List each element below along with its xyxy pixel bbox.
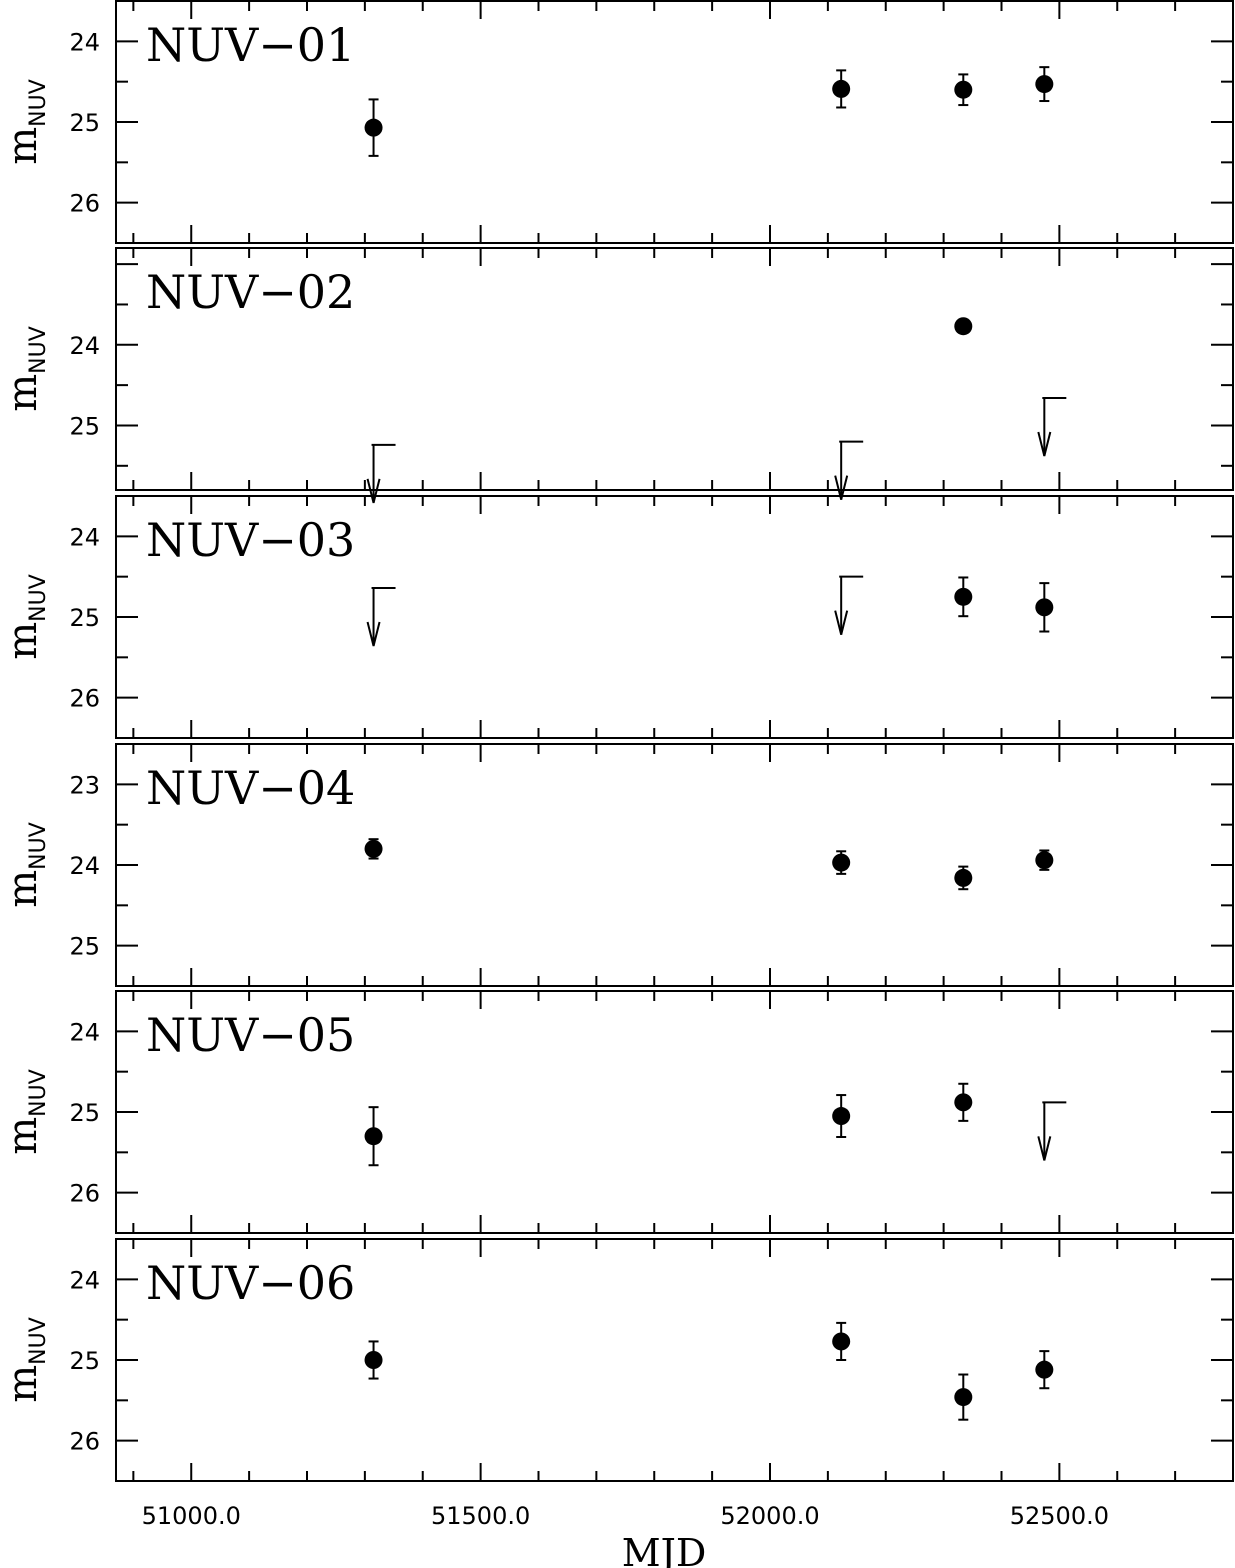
upper-limit bbox=[834, 575, 864, 635]
data-marker bbox=[364, 1351, 383, 1369]
x-axis: 51000.0 51500.0 52000.0 52500.0 bbox=[142, 1502, 1109, 1530]
upper-limit bbox=[1037, 397, 1067, 457]
data-marker bbox=[832, 1332, 851, 1351]
y-tick-label: 26 bbox=[69, 190, 100, 218]
data-marker bbox=[954, 587, 973, 606]
data-point bbox=[954, 576, 973, 618]
limit-arrow-head bbox=[1037, 431, 1052, 457]
data-marker bbox=[1035, 851, 1054, 870]
panel-label: NUV−06 bbox=[146, 1256, 355, 1310]
data-point bbox=[954, 865, 973, 891]
data-point bbox=[364, 838, 383, 860]
panel-label: NUV−05 bbox=[146, 1008, 355, 1062]
limit-arrow-head bbox=[834, 475, 849, 500]
data-point bbox=[364, 1106, 383, 1167]
data-marker bbox=[832, 853, 851, 872]
data-marker bbox=[1035, 598, 1054, 617]
data-point bbox=[1035, 582, 1054, 633]
data-marker bbox=[364, 839, 383, 858]
data-point bbox=[832, 1321, 851, 1361]
y-tick-label: 25 bbox=[69, 412, 100, 440]
panel-frame bbox=[115, 247, 1234, 491]
limit-arrow-head bbox=[366, 621, 381, 647]
panel-label: NUV−03 bbox=[146, 513, 355, 567]
y-tick-label: 25 bbox=[69, 604, 100, 632]
x-tick-label: 51500.0 bbox=[431, 1502, 530, 1530]
y-tick-label: 24 bbox=[69, 28, 100, 56]
data-point bbox=[954, 1082, 973, 1122]
y-axis-label: mNUV bbox=[0, 1069, 51, 1155]
y-axis-label: mNUV bbox=[0, 1317, 51, 1403]
data-point bbox=[1035, 849, 1054, 871]
data-marker bbox=[832, 1107, 851, 1126]
data-point bbox=[1035, 1350, 1054, 1390]
y-tick-label: 25 bbox=[69, 933, 100, 961]
data-point bbox=[954, 317, 973, 336]
upper-limit bbox=[1037, 1101, 1067, 1161]
y-tick-label: 24 bbox=[69, 332, 100, 360]
y-tick-label: 23 bbox=[69, 771, 100, 799]
y-tick-label: 24 bbox=[69, 1018, 100, 1046]
y-axis-label: mNUV bbox=[0, 79, 51, 165]
limit-arrow-head bbox=[366, 478, 381, 504]
data-marker bbox=[364, 1127, 383, 1146]
panel-4: 23 24 25 mNUV NUV−04 bbox=[0, 743, 1234, 987]
x-axis-label: MJD bbox=[622, 1531, 707, 1568]
y-tick-label: 24 bbox=[69, 1266, 100, 1294]
panel-2: 24 25 mNUV NUV−02 bbox=[0, 247, 1234, 504]
data-marker bbox=[954, 317, 973, 336]
data-marker bbox=[1035, 1360, 1054, 1379]
data-point bbox=[832, 1094, 851, 1139]
y-axis-label: mNUV bbox=[0, 574, 51, 660]
upper-limit bbox=[834, 440, 864, 500]
y-tick-label: 26 bbox=[69, 685, 100, 713]
data-marker bbox=[832, 79, 851, 98]
panel-1: 24 25 26 mNUV NUV−01 bbox=[0, 0, 1234, 244]
data-marker bbox=[364, 118, 383, 137]
data-point bbox=[954, 1373, 973, 1421]
data-marker bbox=[954, 80, 973, 99]
data-marker bbox=[1035, 75, 1054, 94]
panel-label: NUV−02 bbox=[146, 265, 355, 319]
upper-limit bbox=[366, 443, 396, 504]
y-tick-label: 25 bbox=[69, 1099, 100, 1127]
upper-limit bbox=[366, 586, 396, 647]
data-point bbox=[832, 850, 851, 875]
data-point bbox=[364, 98, 383, 157]
y-tick-label: 25 bbox=[69, 109, 100, 137]
data-marker bbox=[954, 1388, 973, 1407]
data-point bbox=[364, 1340, 383, 1380]
data-point bbox=[954, 73, 973, 107]
y-axis-label: mNUV bbox=[0, 822, 51, 908]
limit-arrow-head bbox=[834, 610, 849, 635]
panel-5: 24 25 26 mNUV NUV−05 bbox=[0, 990, 1234, 1234]
panels: 24 25 26 mNUV NUV−01 24 25 mNUV NUV−02 24 25 26 mNUV… bbox=[0, 0, 1234, 1482]
y-tick-label: 26 bbox=[69, 1180, 100, 1208]
panel-6: 24 25 26 mNUV NUV−06 bbox=[0, 1238, 1234, 1482]
panel-label: NUV−04 bbox=[146, 761, 355, 815]
data-marker bbox=[954, 868, 973, 887]
y-tick-label: 24 bbox=[69, 523, 100, 551]
y-axis-label: mNUV bbox=[0, 326, 51, 412]
data-point bbox=[832, 69, 851, 109]
limit-arrow-head bbox=[1037, 1136, 1052, 1161]
x-tick-label: 51000.0 bbox=[142, 1502, 241, 1530]
y-tick-label: 25 bbox=[69, 1347, 100, 1375]
y-tick-label: 26 bbox=[69, 1428, 100, 1456]
data-marker bbox=[954, 1093, 973, 1112]
x-tick-label: 52500.0 bbox=[1010, 1502, 1109, 1530]
y-tick-label: 24 bbox=[69, 852, 100, 880]
panel-3: 24 25 26 mNUV NUV−03 bbox=[0, 495, 1234, 739]
x-tick-label: 52000.0 bbox=[720, 1502, 819, 1530]
data-point bbox=[1035, 66, 1054, 103]
panel-label: NUV−01 bbox=[146, 18, 355, 72]
